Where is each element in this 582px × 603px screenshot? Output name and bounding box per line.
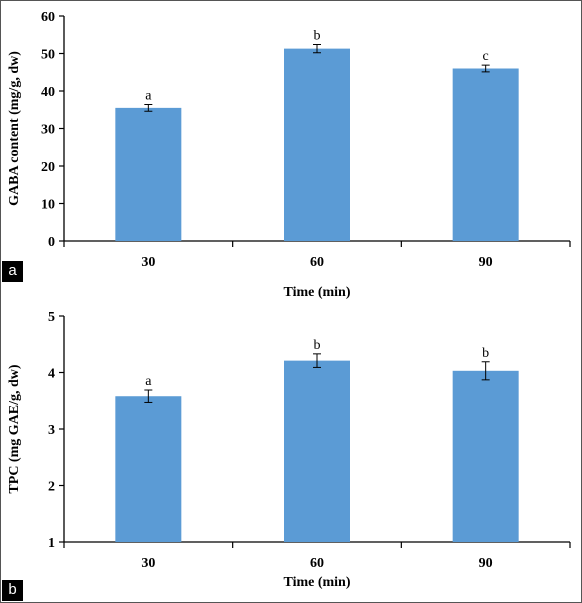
bar (115, 107, 182, 241)
significance-label: b (314, 338, 321, 353)
y-tick-label: 60 (41, 10, 55, 25)
y-tick-label: 1 (48, 536, 55, 551)
y-tick-label: 50 (41, 48, 55, 63)
significance-label: b (314, 29, 321, 44)
bar (284, 48, 350, 241)
panel-label-b: b (2, 580, 23, 601)
significance-label: c (483, 49, 489, 64)
y-tick-label: 4 (48, 367, 55, 382)
y-tick-label: 40 (41, 85, 55, 100)
x-axis-title: Time (min) (283, 285, 350, 300)
x-tick-label: 90 (479, 255, 493, 270)
x-tick-label: 30 (141, 556, 155, 571)
y-tick-label: 30 (41, 123, 55, 138)
bar (452, 68, 519, 241)
y-tick-label: 20 (41, 160, 55, 175)
panel-label-a: a (2, 261, 23, 282)
y-axis-title: GABA content (mg/g, dw) (7, 51, 22, 206)
x-tick-label: 90 (479, 556, 493, 571)
y-tick-label: 3 (48, 423, 55, 438)
bar (452, 370, 519, 542)
significance-label: a (145, 374, 152, 389)
y-tick-label: 5 (48, 310, 55, 325)
bar (115, 396, 182, 542)
significance-label: b (482, 346, 489, 361)
x-tick-label: 60 (310, 556, 324, 571)
y-tick-label: 10 (41, 198, 55, 213)
y-tick-label: 0 (48, 235, 55, 250)
significance-label: a (145, 89, 152, 104)
bar (284, 360, 350, 542)
x-tick-label: 30 (141, 255, 155, 270)
chart-a: 0 10 20 30 40 50 60 a 30 b 60 c 90 Time (min) GABA con… (7, 10, 571, 300)
x-axis-title: Time (min) (283, 575, 350, 590)
chart-b: 1 2 3 4 5 a 30 b 60 b 90 Time (min) TPC (mg GAE/g, d… (7, 310, 571, 590)
y-tick-label: 2 (48, 480, 55, 495)
y-axis-title: TPC (mg GAE/g, dw) (7, 364, 22, 493)
x-tick-label: 60 (310, 255, 324, 270)
